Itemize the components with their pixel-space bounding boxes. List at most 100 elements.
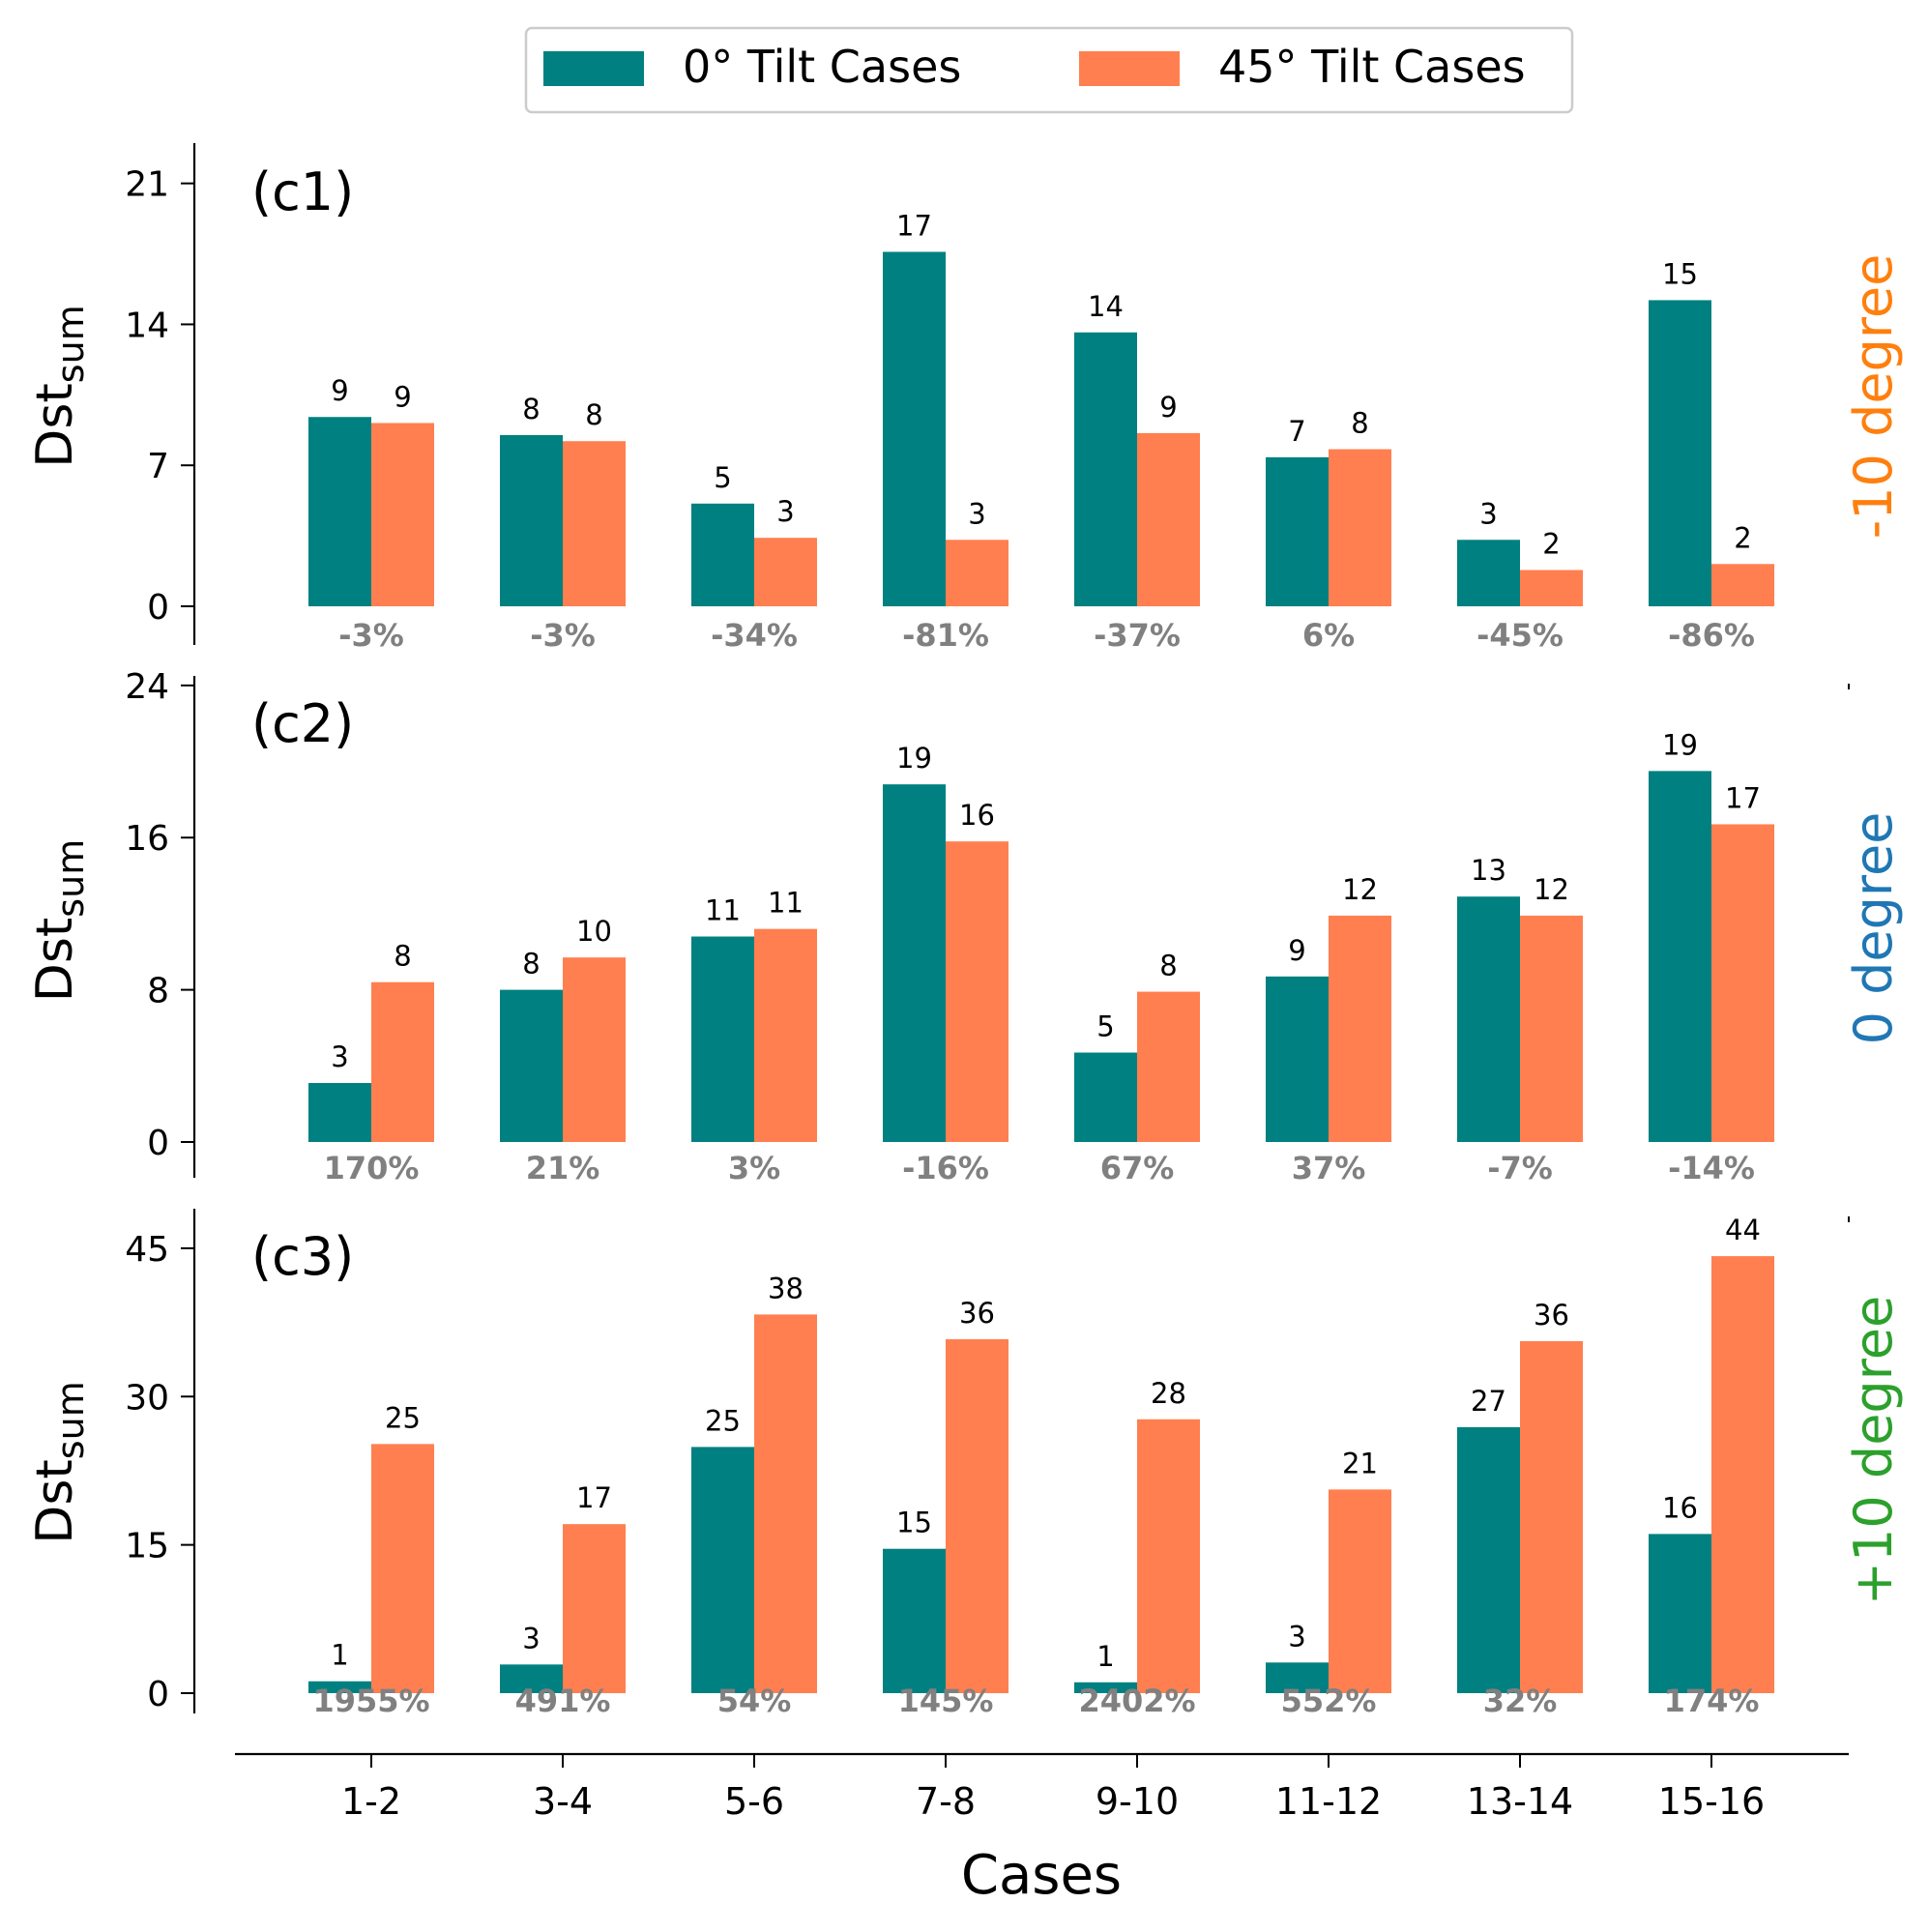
bar-value-label: 16 <box>1662 1491 1698 1524</box>
bar-value-label: 25 <box>385 1401 421 1434</box>
bar-p1-s0-1-2 <box>308 417 371 606</box>
pct-change-label: 145% <box>898 1683 994 1719</box>
panel-3: 0 15 30 45 Dstsum (c3) +10 degree 1 25 1955% 3 17 49… <box>26 1209 1904 1719</box>
bar-value-label: 3 <box>331 1040 348 1073</box>
bar-value-label: 15 <box>896 1507 932 1539</box>
bar-p1-s1-1-2 <box>371 423 434 606</box>
bar-value-label: 19 <box>896 742 932 775</box>
x-tick-label: 11-12 <box>1275 1780 1382 1823</box>
bar-value-label: 36 <box>959 1297 995 1330</box>
bar-value-label: 3 <box>1288 1620 1305 1653</box>
bar-value-label: 44 <box>1725 1214 1761 1246</box>
legend-entry-0: 0° Tilt Cases <box>683 41 961 93</box>
bar-value-label: 5 <box>714 461 731 494</box>
bar-value-label: 9 <box>1159 391 1177 424</box>
pct-change-label: -7% <box>1487 1150 1553 1186</box>
bar-p3-s1-11-12 <box>1329 1489 1391 1693</box>
bar-p3-s0-3-4 <box>500 1664 563 1693</box>
bar-value-label: 1 <box>331 1639 348 1672</box>
y-axis-title-sub: sum <box>49 1381 92 1459</box>
bar-value-label: 11 <box>705 894 741 927</box>
y-tick-label: 45 <box>125 1230 169 1270</box>
y-tick-label: 30 <box>125 1378 169 1418</box>
x-tick-label: 13-14 <box>1467 1780 1573 1823</box>
pct-change-label: -34% <box>711 617 798 654</box>
bar-value-label: 19 <box>1662 728 1698 761</box>
y-axis-title-main: Dst <box>26 383 84 468</box>
y-axis-title-3: Dstsum <box>26 1381 92 1543</box>
bar-value-label: 36 <box>1534 1299 1569 1332</box>
pct-change-label: -14% <box>1668 1150 1755 1186</box>
x-ticks: 1-2 3-4 5-6 7-8 9-10 11-12 13-14 15-16 <box>341 1754 1765 1823</box>
bar-value-label: 7 <box>1288 415 1305 448</box>
bar-p1-s0-15-16 <box>1649 300 1711 606</box>
x-tick-label: 5-6 <box>724 1780 784 1823</box>
bar-p1-s0-13-14 <box>1457 540 1520 606</box>
pct-change-label: -86% <box>1668 617 1755 654</box>
bar-p3-s1-13-14 <box>1520 1341 1583 1693</box>
bar-p3-s1-7-8 <box>946 1338 1008 1693</box>
bar-p1-s1-11-12 <box>1329 449 1391 606</box>
bar-value-label: 17 <box>576 1481 612 1514</box>
bar-value-label: 3 <box>968 497 985 530</box>
bar-p1-s0-9-10 <box>1074 332 1137 606</box>
x-tick-label: 7-8 <box>916 1780 976 1823</box>
bar-value-label: 8 <box>1159 950 1177 982</box>
bar-value-label: 12 <box>1342 873 1378 906</box>
bar-p2-s1-1-2 <box>371 981 434 1142</box>
bar-value-label: 8 <box>585 398 602 431</box>
bar-value-label: 9 <box>394 380 411 413</box>
bar-value-label: 1 <box>1096 1640 1114 1673</box>
bar-value-label: 27 <box>1471 1385 1506 1418</box>
bar-value-label: 5 <box>1096 1010 1114 1043</box>
y-tick-label: 7 <box>147 447 169 486</box>
pct-change-label: 67% <box>1100 1150 1175 1186</box>
y-tick-label: 16 <box>125 819 169 859</box>
bar-p3-s0-15-16 <box>1649 1534 1711 1693</box>
bar-value-label: 12 <box>1534 873 1569 906</box>
pct-change-label: 170% <box>324 1150 420 1186</box>
legend-swatch-0 <box>543 51 644 86</box>
bar-p2-s0-11-12 <box>1266 976 1329 1142</box>
pct-change-label: -37% <box>1094 617 1181 654</box>
bar-value-label: 2 <box>1734 521 1751 554</box>
y-tick-label: 15 <box>125 1527 169 1566</box>
legend: 0° Tilt Cases 45° Tilt Cases <box>524 26 1574 114</box>
pct-change-label: -3% <box>338 617 404 654</box>
bar-value-label: 21 <box>1342 1447 1378 1479</box>
bar-p2-s0-7-8 <box>883 784 946 1142</box>
bar-value-label: 3 <box>1479 497 1497 530</box>
bar-value-label: 13 <box>1471 854 1506 887</box>
pct-change-label: -3% <box>530 617 596 654</box>
y-axis-title-sub: sum <box>49 305 92 383</box>
bar-value-label: 8 <box>394 940 411 973</box>
y-axis-title-2: Dstsum <box>26 839 92 1002</box>
bar-value-label: 8 <box>522 948 540 981</box>
bar-p1-s1-13-14 <box>1520 570 1583 606</box>
bar-p3-s1-1-2 <box>371 1444 434 1693</box>
bar-p1-s0-7-8 <box>883 251 946 606</box>
pct-change-label: -16% <box>902 1150 989 1186</box>
x-axis: 1-2 3-4 5-6 7-8 9-10 11-12 13-14 15-16 Cases <box>235 1752 1849 1907</box>
side-label-2: 0 degree <box>1843 812 1904 1045</box>
bar-p2-s0-1-2 <box>308 1083 371 1142</box>
y-tick-label: 0 <box>147 1675 169 1714</box>
y-axis-title-1: Dstsum <box>26 305 92 467</box>
panel-label-3: (c3) <box>251 1226 354 1287</box>
y-tick-label: 0 <box>147 1124 169 1163</box>
pct-change-label: -45% <box>1476 617 1564 654</box>
bar-p1-s1-7-8 <box>946 540 1008 606</box>
bar-p1-s1-5-6 <box>754 538 817 606</box>
bar-p3-s1-5-6 <box>754 1314 817 1693</box>
panel-label-2: (c2) <box>251 693 354 754</box>
bar-value-label: 8 <box>522 393 540 425</box>
bar-p2-s1-15-16 <box>1711 824 1774 1142</box>
y-tick-label: 24 <box>125 667 169 707</box>
x-tick-label: 1-2 <box>341 1780 401 1823</box>
bar-p3-s1-15-16 <box>1711 1256 1774 1693</box>
bar-value-label: 16 <box>959 799 995 832</box>
bar-p3-s0-11-12 <box>1266 1662 1329 1693</box>
bar-value-label: 25 <box>705 1404 741 1437</box>
bar-p2-s1-13-14 <box>1520 915 1583 1142</box>
